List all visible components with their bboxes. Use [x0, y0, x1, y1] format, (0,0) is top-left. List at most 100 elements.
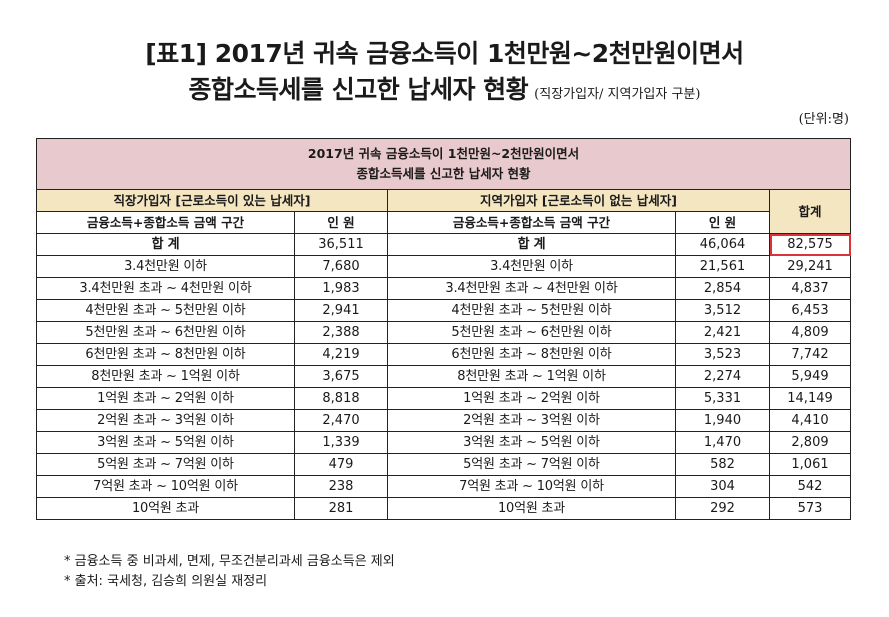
cell-count-regional: 2,854 — [675, 277, 770, 300]
cell-count-workplace: 1,983 — [294, 277, 388, 300]
cell-count-regional: 1,940 — [675, 409, 770, 432]
table-row: 3.4천만원 초과 ~ 4천만원 이하 1,983 3.4천만원 초과 ~ 4천만원… — [36, 277, 852, 300]
cell-total: 1,061 — [768, 453, 852, 476]
cell-count-workplace: 3,675 — [294, 365, 388, 388]
sum-column-header: 합계 — [768, 189, 852, 234]
cell-range-workplace: 4천만원 초과 ~ 5천만원 이하 — [36, 299, 295, 322]
table-title-line2: 종합소득세를 신고한 납세자 현황 (직장가입자/ 지역가입자 구분) — [0, 70, 889, 106]
footnote-source: * 출처: 국세청, 김승희 의원실 재정리 — [64, 574, 268, 589]
footnote-exclusion: * 금융소득 중 비과세, 면제, 무조건분리과세 금융소득은 제외 — [64, 554, 395, 569]
cell-count-regional: 21,561 — [675, 255, 770, 278]
group-header-row: 직장가입자 [근로소득이 있는 납세자] 지역가입자 [근로소득이 없는 납세자… — [36, 189, 852, 234]
cell-count-workplace: 479 — [294, 453, 388, 476]
table-header-row: 2017년 귀속 금융소득이 1천만원~2천만원이면서 종합소득세를 신고한 납… — [35, 138, 852, 190]
cell-total: 2,809 — [768, 431, 852, 454]
table-title-line2-text: 종합소득세를 신고한 납세자 현황 — [188, 75, 529, 104]
unit-label: (단위:명) — [798, 112, 849, 127]
cell-count-regional: 46,064 — [675, 233, 770, 256]
cell-total: 5,949 — [768, 365, 852, 388]
cell-range-regional: 3.4천만원 초과 ~ 4천만원 이하 — [387, 277, 676, 300]
column-header-row: 금융소득+종합소득 금액 구간 인 원 금융소득+종합소득 금액 구간 인 원 — [36, 211, 851, 234]
cell-range-workplace: 3.4천만원 초과 ~ 4천만원 이하 — [36, 277, 295, 300]
table-row: 합 계 36,511 합 계 46,064 82,575 — [36, 233, 852, 256]
cell-range-regional: 6천만원 초과 ~ 8천만원 이하 — [387, 343, 676, 366]
table-row: 5천만원 초과 ~ 6천만원 이하 2,388 5천만원 초과 ~ 6천만원 이하 2… — [36, 321, 852, 344]
cell-range-regional: 7억원 초과 ~ 10억원 이하 — [387, 475, 676, 498]
cell-range-workplace: 3억원 초과 ~ 5억원 이하 — [36, 431, 295, 454]
cell-count-regional: 292 — [675, 497, 770, 520]
cell-range-workplace: 10억원 초과 — [36, 497, 295, 520]
cell-total: 29,241 — [768, 255, 852, 278]
cell-count-regional: 3,512 — [675, 299, 770, 322]
cell-count-workplace: 2,941 — [294, 299, 388, 322]
statistics-table: 2017년 귀속 금융소득이 1천만원~2천만원이면서 종합소득세를 신고한 납… — [35, 138, 852, 520]
cell-range-regional: 3억원 초과 ~ 5억원 이하 — [387, 431, 676, 454]
cell-range-regional: 3.4천만원 이하 — [387, 255, 676, 278]
cell-count-workplace: 281 — [294, 497, 388, 520]
cell-total: 573 — [768, 497, 852, 520]
col-header-count-workplace: 인 원 — [294, 211, 388, 234]
cell-total: 82,575 — [768, 233, 852, 256]
cell-range-workplace: 3.4천만원 이하 — [36, 255, 295, 278]
table-row: 7억원 초과 ~ 10억원 이하 238 7억원 초과 ~ 10억원 이하 304 54… — [36, 475, 852, 498]
cell-range-workplace: 5천만원 초과 ~ 6천만원 이하 — [36, 321, 295, 344]
group-header-regional: 지역가입자 [근로소득이 없는 납세자] — [387, 189, 770, 212]
table-subtitle: (직장가입자/ 지역가입자 구분) — [534, 87, 701, 102]
footnotes: * 금융소득 중 비과세, 면제, 무조건분리과세 금융소득은 제외 * 출처:… — [64, 552, 395, 592]
cell-total: 6,453 — [768, 299, 852, 322]
cell-range-regional: 2억원 초과 ~ 3억원 이하 — [387, 409, 676, 432]
cell-count-workplace: 4,219 — [294, 343, 388, 366]
cell-range-workplace: 합 계 — [36, 233, 295, 256]
cell-count-regional: 582 — [675, 453, 770, 476]
table-row: 6천만원 초과 ~ 8천만원 이하 4,219 6천만원 초과 ~ 8천만원 이하 3… — [36, 343, 852, 366]
col-header-range-workplace: 금융소득+종합소득 금액 구간 — [36, 211, 295, 234]
cell-range-regional: 1억원 초과 ~ 2억원 이하 — [387, 387, 676, 410]
cell-range-workplace: 2억원 초과 ~ 3억원 이하 — [36, 409, 295, 432]
cell-count-workplace: 2,388 — [294, 321, 388, 344]
table-row: 1억원 초과 ~ 2억원 이하 8,818 1억원 초과 ~ 2억원 이하 5,331… — [36, 387, 852, 410]
cell-count-regional: 2,274 — [675, 365, 770, 388]
cell-count-regional: 304 — [675, 475, 770, 498]
cell-count-regional: 5,331 — [675, 387, 770, 410]
cell-range-workplace: 1억원 초과 ~ 2억원 이하 — [36, 387, 295, 410]
cell-range-workplace: 5억원 초과 ~ 7억원 이하 — [36, 453, 295, 476]
cell-total: 4,809 — [768, 321, 852, 344]
table-main-header-line1: 2017년 귀속 금융소득이 1천만원~2천만원이면서 — [307, 146, 580, 161]
cell-range-workplace: 8천만원 초과 ~ 1억원 이하 — [36, 365, 295, 388]
cell-count-workplace: 7,680 — [294, 255, 388, 278]
cell-range-regional: 10억원 초과 — [387, 497, 676, 520]
table-main-header: 2017년 귀속 금융소득이 1천만원~2천만원이면서 종합소득세를 신고한 납… — [35, 138, 852, 190]
cell-range-regional: 4천만원 초과 ~ 5천만원 이하 — [387, 299, 676, 322]
col-header-range-regional: 금융소득+종합소득 금액 구간 — [387, 211, 676, 234]
cell-count-regional: 3,523 — [675, 343, 770, 366]
table-title-line1: [표1] 2017년 귀속 금융소득이 1천만원~2천만원이면서 — [145, 39, 744, 68]
cell-total: 4,837 — [768, 277, 852, 300]
cell-count-workplace: 36,511 — [294, 233, 388, 256]
col-header-count-regional: 인 원 — [675, 211, 770, 234]
cell-range-regional: 5천만원 초과 ~ 6천만원 이하 — [387, 321, 676, 344]
table-row: 10억원 초과 281 10억원 초과 292 573 — [36, 497, 852, 520]
cell-total: 14,149 — [768, 387, 852, 410]
table-row: 3억원 초과 ~ 5억원 이하 1,339 3억원 초과 ~ 5억원 이하 1,470… — [36, 431, 852, 454]
cell-total: 4,410 — [768, 409, 852, 432]
cell-count-workplace: 2,470 — [294, 409, 388, 432]
cell-range-workplace: 6천만원 초과 ~ 8천만원 이하 — [36, 343, 295, 366]
cell-range-regional: 5억원 초과 ~ 7억원 이하 — [387, 453, 676, 476]
cell-count-workplace: 238 — [294, 475, 388, 498]
table-main-header-line2: 종합소득세를 신고한 납세자 현황 — [356, 166, 531, 181]
cell-count-regional: 2,421 — [675, 321, 770, 344]
cell-count-regional: 1,470 — [675, 431, 770, 454]
table-row: 4천만원 초과 ~ 5천만원 이하 2,941 4천만원 초과 ~ 5천만원 이하 3… — [36, 299, 852, 322]
cell-total: 542 — [768, 475, 852, 498]
group-header-workplace: 직장가입자 [근로소득이 있는 납세자] — [36, 189, 388, 212]
cell-count-workplace: 8,818 — [294, 387, 388, 410]
table-row: 2억원 초과 ~ 3억원 이하 2,470 2억원 초과 ~ 3억원 이하 1,940… — [36, 409, 852, 432]
cell-count-workplace: 1,339 — [294, 431, 388, 454]
table-row: 8천만원 초과 ~ 1억원 이하 3,675 8천만원 초과 ~ 1억원 이하 2,2… — [36, 365, 852, 388]
table-row: 5억원 초과 ~ 7억원 이하 479 5억원 초과 ~ 7억원 이하 582 1,06… — [36, 453, 852, 476]
cell-range-regional: 8천만원 초과 ~ 1억원 이하 — [387, 365, 676, 388]
cell-range-regional: 합 계 — [387, 233, 676, 256]
cell-range-workplace: 7억원 초과 ~ 10억원 이하 — [36, 475, 295, 498]
table-row: 3.4천만원 이하 7,680 3.4천만원 이하 21,561 29,241 — [36, 255, 852, 278]
cell-total: 7,742 — [768, 343, 852, 366]
